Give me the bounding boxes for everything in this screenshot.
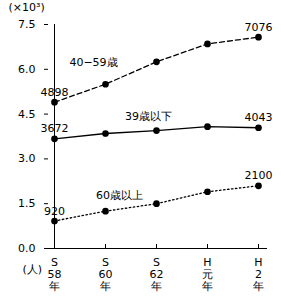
svg-text:S62年: S62年 <box>150 256 164 293</box>
svg-text:0.0: 0.0 <box>18 242 36 255</box>
svg-text:39歳以下: 39歳以下 <box>125 110 172 123</box>
svg-text:(人): (人) <box>23 263 43 276</box>
svg-text:40−59歳: 40−59歳 <box>69 56 117 69</box>
svg-text:S58年: S58年 <box>48 256 62 293</box>
svg-text:3.0: 3.0 <box>18 152 36 165</box>
svg-text:4043: 4043 <box>245 111 273 124</box>
svg-text:1.5: 1.5 <box>18 197 36 210</box>
svg-text:4.5: 4.5 <box>18 108 36 121</box>
svg-text:6.0: 6.0 <box>18 63 36 76</box>
svg-text:920: 920 <box>44 205 65 218</box>
svg-text:S60年: S60年 <box>99 256 113 293</box>
svg-text:60歳以上: 60歳以上 <box>96 189 143 202</box>
svg-text:H元年: H元年 <box>202 256 213 293</box>
svg-text:2100: 2100 <box>245 169 273 182</box>
svg-text:7076: 7076 <box>245 21 273 34</box>
svg-text:3672: 3672 <box>41 122 69 135</box>
svg-text:H2年: H2年 <box>253 256 264 293</box>
svg-text:(×10³): (×10³) <box>9 1 45 14</box>
svg-text:7.5: 7.5 <box>18 18 36 31</box>
svg-text:4898: 4898 <box>41 86 69 99</box>
